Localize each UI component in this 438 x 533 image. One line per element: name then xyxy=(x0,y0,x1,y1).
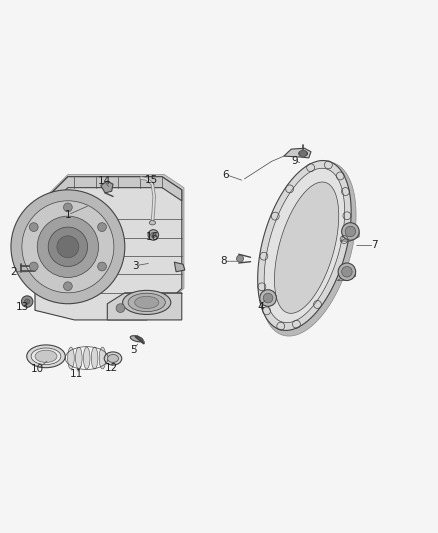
Polygon shape xyxy=(275,182,339,313)
Polygon shape xyxy=(264,168,345,322)
Ellipse shape xyxy=(35,350,57,362)
Ellipse shape xyxy=(260,290,276,306)
Circle shape xyxy=(148,230,159,240)
Text: 8: 8 xyxy=(220,256,227,266)
Polygon shape xyxy=(107,293,182,320)
Ellipse shape xyxy=(104,352,122,365)
Polygon shape xyxy=(101,181,113,193)
Ellipse shape xyxy=(99,347,106,369)
Text: 16: 16 xyxy=(146,232,159,242)
Polygon shape xyxy=(284,148,311,158)
Polygon shape xyxy=(258,160,351,330)
Ellipse shape xyxy=(27,345,65,368)
Text: 5: 5 xyxy=(130,345,137,355)
Ellipse shape xyxy=(135,296,159,309)
Circle shape xyxy=(21,296,33,307)
Circle shape xyxy=(57,236,79,258)
Polygon shape xyxy=(341,231,359,241)
Circle shape xyxy=(29,223,38,231)
Ellipse shape xyxy=(263,293,273,303)
Circle shape xyxy=(48,227,88,266)
Circle shape xyxy=(345,226,356,237)
Ellipse shape xyxy=(149,221,155,225)
Polygon shape xyxy=(337,271,356,280)
Text: 12: 12 xyxy=(105,363,118,373)
Text: 7: 7 xyxy=(371,240,378,251)
Polygon shape xyxy=(35,177,182,320)
Circle shape xyxy=(29,262,38,271)
Circle shape xyxy=(98,262,106,271)
Text: 2: 2 xyxy=(11,266,18,277)
Text: 4: 4 xyxy=(257,302,264,312)
Text: 15: 15 xyxy=(145,175,158,185)
Ellipse shape xyxy=(76,347,82,369)
Circle shape xyxy=(11,190,125,304)
Ellipse shape xyxy=(92,347,98,369)
Circle shape xyxy=(151,232,156,238)
Text: 13: 13 xyxy=(16,302,29,312)
Circle shape xyxy=(342,223,359,240)
Ellipse shape xyxy=(299,151,307,156)
Text: 14: 14 xyxy=(98,176,111,186)
Ellipse shape xyxy=(67,347,74,369)
Circle shape xyxy=(22,201,114,293)
Text: 3: 3 xyxy=(132,261,139,271)
Circle shape xyxy=(342,266,352,277)
Polygon shape xyxy=(174,262,185,272)
Ellipse shape xyxy=(31,348,61,365)
Ellipse shape xyxy=(108,354,118,362)
Circle shape xyxy=(64,282,72,290)
Circle shape xyxy=(300,150,307,157)
Text: 10: 10 xyxy=(31,365,44,374)
Circle shape xyxy=(98,223,106,231)
Polygon shape xyxy=(35,174,184,319)
Text: 6: 6 xyxy=(222,169,229,180)
Ellipse shape xyxy=(128,293,166,312)
Ellipse shape xyxy=(130,336,143,342)
Ellipse shape xyxy=(83,347,90,369)
Circle shape xyxy=(25,299,30,304)
Polygon shape xyxy=(260,162,356,336)
Circle shape xyxy=(116,304,125,312)
Ellipse shape xyxy=(123,290,171,314)
Text: 11: 11 xyxy=(70,369,83,379)
Polygon shape xyxy=(35,177,182,219)
Text: 1: 1 xyxy=(64,210,71,220)
Circle shape xyxy=(37,216,99,278)
Circle shape xyxy=(237,255,244,262)
Circle shape xyxy=(338,263,356,280)
Circle shape xyxy=(64,203,72,212)
Text: 9: 9 xyxy=(291,156,298,166)
